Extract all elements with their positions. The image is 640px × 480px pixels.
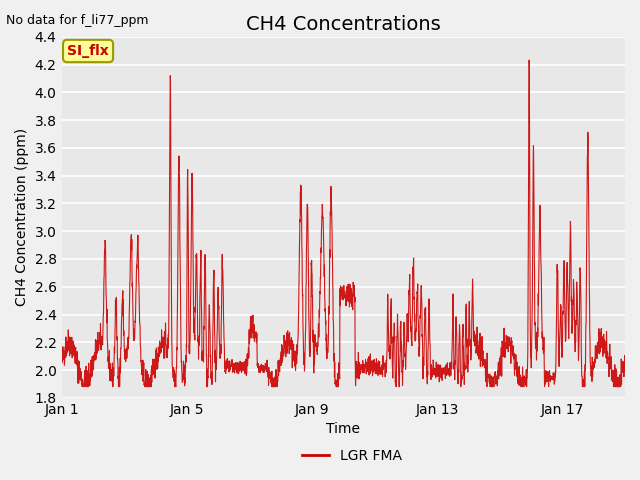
X-axis label: Time: Time	[326, 422, 360, 436]
Title: CH4 Concentrations: CH4 Concentrations	[246, 15, 441, 34]
Text: SI_flx: SI_flx	[67, 44, 109, 58]
Legend: LGR FMA: LGR FMA	[296, 443, 408, 468]
Y-axis label: CH4 Concentration (ppm): CH4 Concentration (ppm)	[15, 128, 29, 306]
Text: No data for f_li77_ppm: No data for f_li77_ppm	[6, 14, 149, 27]
